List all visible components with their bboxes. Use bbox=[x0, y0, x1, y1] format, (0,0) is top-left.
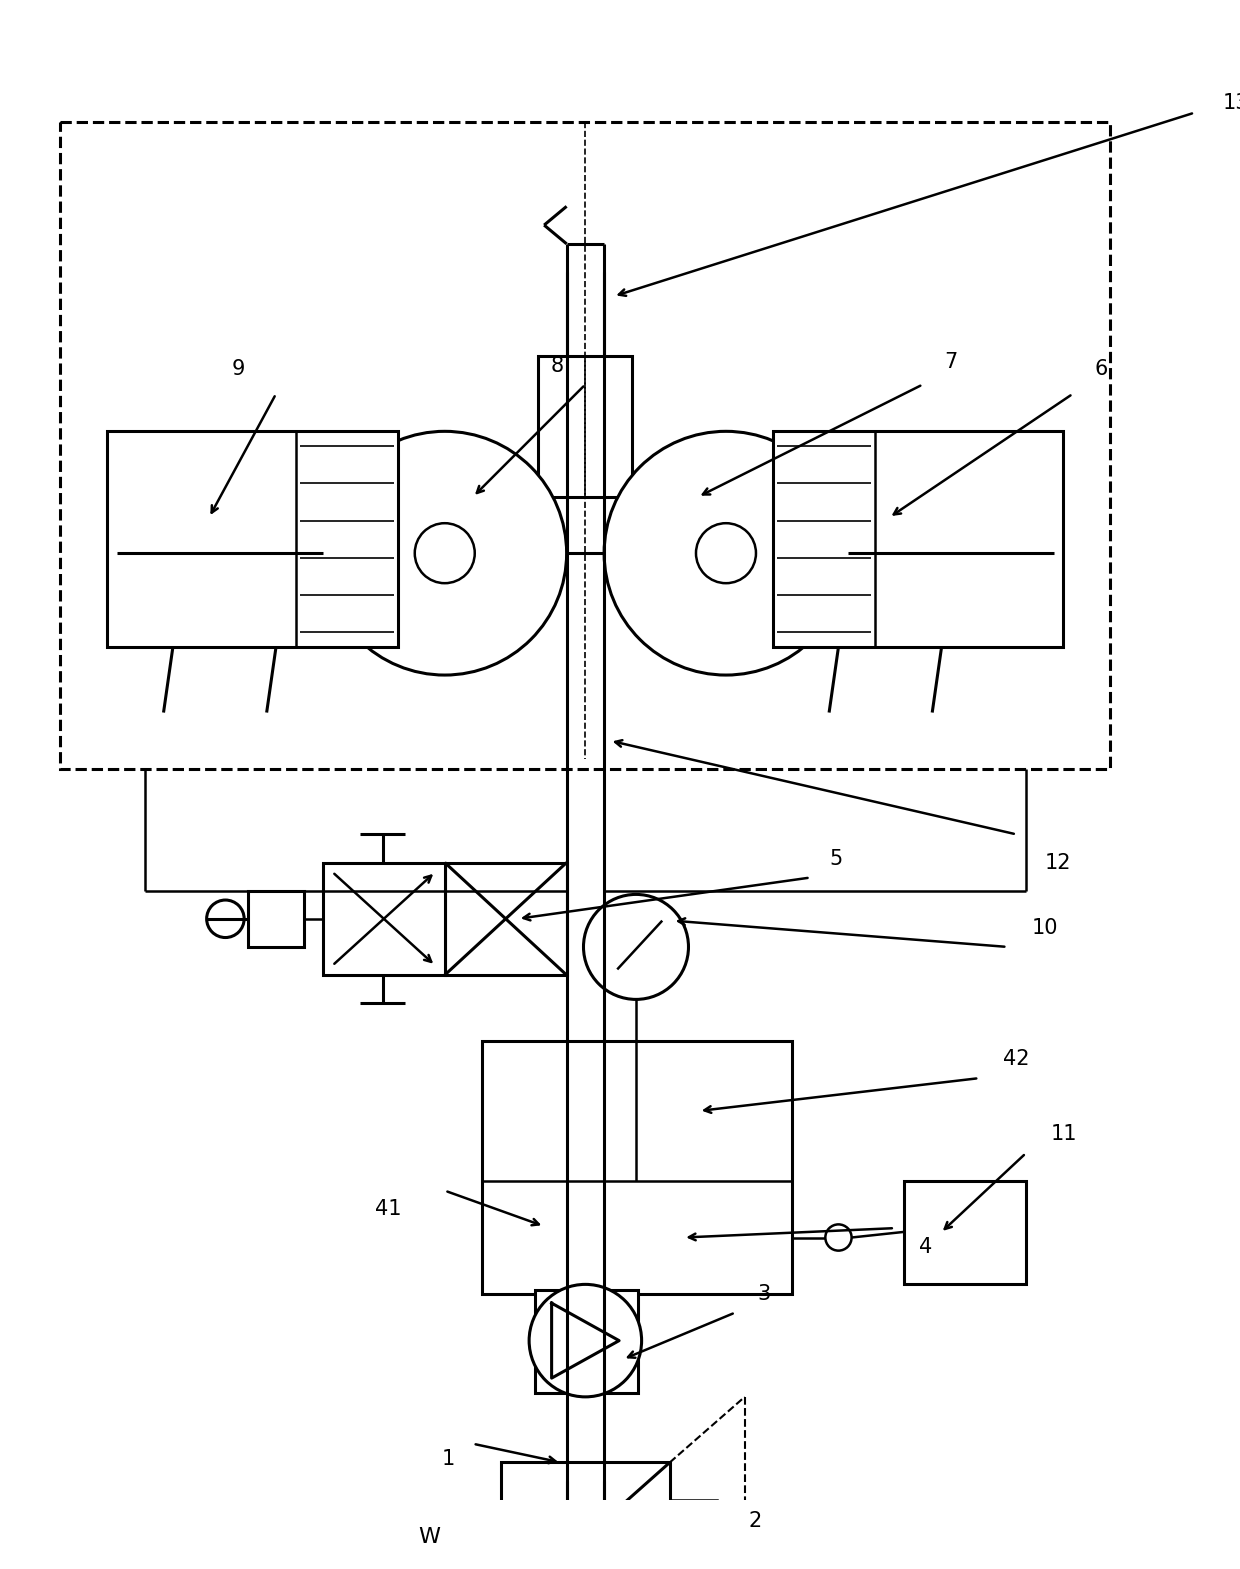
Text: 6: 6 bbox=[1094, 359, 1107, 380]
Text: 12: 12 bbox=[1045, 852, 1071, 872]
Text: 42: 42 bbox=[1003, 1050, 1030, 1070]
Text: 3: 3 bbox=[758, 1283, 771, 1304]
Circle shape bbox=[529, 1285, 641, 1396]
Circle shape bbox=[414, 522, 475, 584]
Text: 13: 13 bbox=[1223, 93, 1240, 113]
Text: 2: 2 bbox=[749, 1511, 761, 1531]
Text: 10: 10 bbox=[1032, 918, 1058, 938]
Circle shape bbox=[207, 901, 244, 938]
Bar bbox=[904, 1181, 1025, 1285]
Circle shape bbox=[826, 1224, 852, 1250]
Bar bbox=[670, 1500, 717, 1569]
Text: 1: 1 bbox=[441, 1448, 455, 1469]
Bar bbox=[61, 122, 1110, 769]
Bar bbox=[773, 431, 1064, 646]
Bar bbox=[248, 891, 304, 948]
Text: 11: 11 bbox=[1050, 1125, 1076, 1144]
Bar bbox=[538, 356, 632, 497]
Text: 41: 41 bbox=[376, 1199, 402, 1219]
Bar bbox=[534, 1290, 637, 1393]
Text: 4: 4 bbox=[919, 1236, 932, 1257]
Bar bbox=[108, 431, 398, 646]
Bar bbox=[501, 1462, 670, 1569]
Circle shape bbox=[696, 522, 756, 584]
Circle shape bbox=[604, 431, 848, 675]
Text: W: W bbox=[419, 1528, 440, 1547]
Bar bbox=[445, 863, 567, 974]
Text: 8: 8 bbox=[551, 356, 564, 375]
Circle shape bbox=[322, 431, 567, 675]
Text: 7: 7 bbox=[945, 351, 957, 372]
Bar bbox=[482, 1040, 791, 1294]
Bar bbox=[322, 863, 445, 974]
Text: 9: 9 bbox=[232, 359, 246, 380]
Text: 5: 5 bbox=[830, 849, 842, 869]
Circle shape bbox=[584, 894, 688, 999]
